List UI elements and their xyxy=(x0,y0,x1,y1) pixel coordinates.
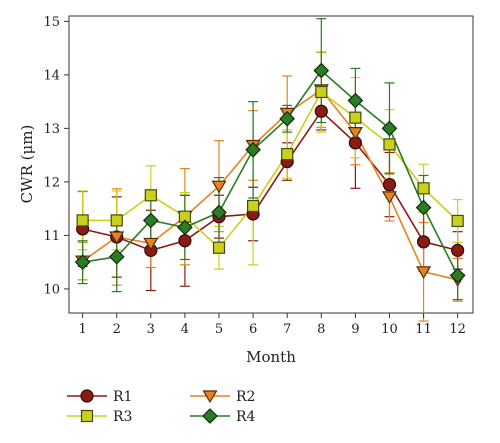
data-point xyxy=(347,92,364,109)
legend-label: R4 xyxy=(236,409,256,425)
x-tick-label: 6 xyxy=(249,322,257,337)
y-tick-label: 11 xyxy=(43,229,60,244)
series-R1 xyxy=(77,91,463,292)
data-point xyxy=(245,141,261,158)
legend-marker xyxy=(80,409,94,423)
y-tick-label: 10 xyxy=(43,282,60,297)
data-point xyxy=(110,214,123,227)
legend-marker xyxy=(202,390,218,404)
y-tick-label: 14 xyxy=(43,68,60,83)
series-R4 xyxy=(77,18,463,301)
legend-item-R4: R4 xyxy=(190,408,256,425)
series-markers-R2 xyxy=(75,84,466,288)
data-point xyxy=(451,214,464,228)
data-point xyxy=(381,191,398,205)
data-point xyxy=(178,234,192,248)
series-markers-R3 xyxy=(76,85,464,254)
x-tick-label: 4 xyxy=(181,322,189,337)
data-point xyxy=(383,138,396,151)
legend-label: R1 xyxy=(113,389,132,405)
legend-item-R1: R1 xyxy=(67,389,132,405)
legend-marker xyxy=(202,408,218,424)
y-axis-label: CWR (μm) xyxy=(18,125,36,204)
data-point xyxy=(451,243,465,257)
data-point xyxy=(281,147,294,161)
legend-item-R2: R2 xyxy=(190,389,255,405)
data-point xyxy=(349,111,362,124)
data-point xyxy=(416,235,431,249)
legend-item-R3: R3 xyxy=(67,409,132,425)
data-point xyxy=(417,182,430,195)
x-tick-label: 10 xyxy=(381,322,398,337)
x-tick-label: 8 xyxy=(317,322,325,337)
legend-label: R3 xyxy=(113,409,132,425)
data-point xyxy=(211,180,227,194)
x-tick-label: 7 xyxy=(283,322,291,337)
data-point xyxy=(382,177,397,192)
data-point xyxy=(314,104,328,118)
x-tick-label: 3 xyxy=(147,322,155,337)
data-point xyxy=(142,212,159,229)
legend-marker xyxy=(80,389,94,403)
data-point xyxy=(212,241,226,254)
y-tick-label: 15 xyxy=(43,15,60,30)
data-point xyxy=(143,237,159,251)
y-tick-label: 13 xyxy=(43,122,60,137)
legend-label: R2 xyxy=(236,389,255,405)
x-tick-label: 9 xyxy=(351,322,359,337)
data-point xyxy=(76,214,89,227)
plot-frame xyxy=(68,15,474,314)
data-point xyxy=(347,127,363,140)
data-point xyxy=(108,248,125,265)
x-tick-label: 5 xyxy=(215,322,223,337)
y-tick-label: 12 xyxy=(43,175,60,190)
data-point xyxy=(313,62,330,79)
data-point xyxy=(449,267,466,284)
x-tick-label: 2 xyxy=(113,322,121,337)
x-tick-label: 12 xyxy=(449,322,466,337)
data-point xyxy=(415,199,432,216)
series-line xyxy=(82,69,459,276)
series-line xyxy=(82,88,458,281)
x-tick-label: 11 xyxy=(415,322,432,337)
series-markers-R4 xyxy=(74,62,466,284)
data-point xyxy=(247,199,260,213)
legend: R1 R3 R2 R4 xyxy=(67,389,256,425)
data-point xyxy=(416,266,432,279)
data-point xyxy=(279,110,296,127)
x-tick-label: 1 xyxy=(78,322,86,337)
data-point xyxy=(144,189,157,202)
chart-marks xyxy=(74,18,466,322)
data-point xyxy=(381,120,398,137)
data-point xyxy=(74,254,91,271)
data-point xyxy=(315,85,328,99)
data-point xyxy=(177,219,193,236)
data-point xyxy=(109,231,125,245)
data-point xyxy=(211,204,227,221)
x-axis-label: Month xyxy=(246,348,296,366)
